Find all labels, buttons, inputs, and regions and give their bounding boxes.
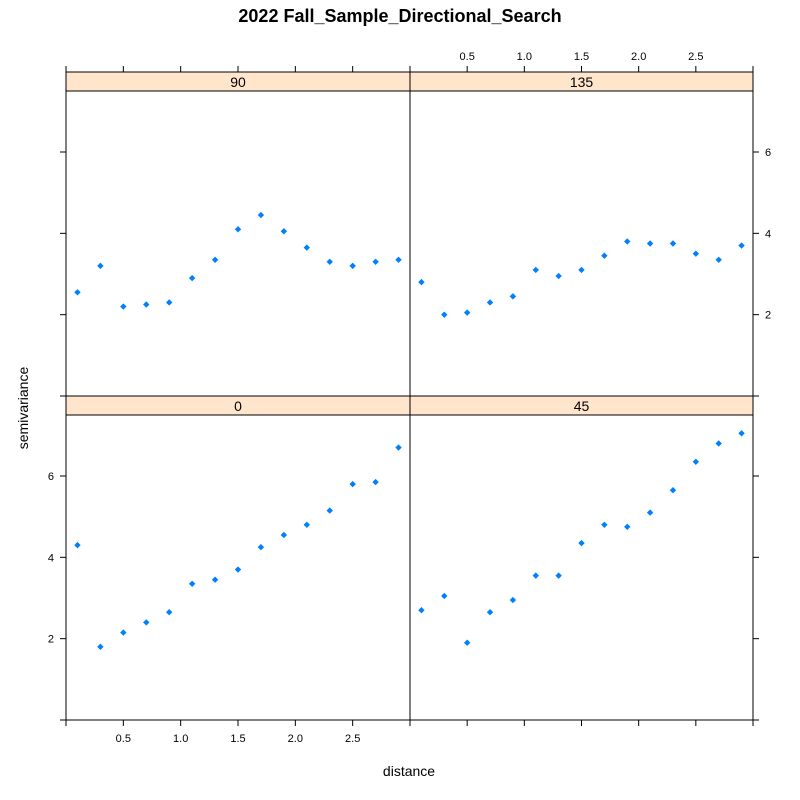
data-point <box>166 609 173 616</box>
data-point <box>326 507 333 514</box>
y-tick-label: 4 <box>765 228 771 240</box>
data-point <box>715 256 722 263</box>
data-point <box>509 293 517 300</box>
data-point <box>624 523 631 531</box>
data-point <box>120 629 127 636</box>
data-point <box>234 566 242 573</box>
x-tick-label: 1.0 <box>173 733 188 745</box>
strip-background <box>66 72 410 91</box>
data-point <box>486 299 494 306</box>
axes: 0.5 1.0 1.5 2.0 2.5 0.5 1.0 1.5 2.0 2.5 2 4 6 2 4 6 <box>48 51 771 745</box>
data-point <box>143 619 150 626</box>
x-axis-title: distance <box>383 763 435 779</box>
data-point <box>692 458 700 465</box>
y-tick-label: 4 <box>48 552 54 564</box>
data-point <box>669 487 677 494</box>
data-point <box>257 211 265 219</box>
data-point <box>578 266 585 274</box>
strip-background <box>410 396 753 415</box>
data-point <box>509 596 517 604</box>
data-point <box>280 531 288 539</box>
data-point <box>646 509 654 516</box>
data-point <box>441 592 448 600</box>
data-point <box>601 252 608 259</box>
data-point <box>441 311 448 318</box>
x-tick-label: 1.5 <box>574 51 589 63</box>
y-tick-label: 6 <box>765 147 771 159</box>
data-point <box>463 639 471 646</box>
data-point <box>715 440 722 447</box>
x-tick-label: 2.5 <box>688 51 703 63</box>
data-point <box>97 262 104 270</box>
data-point <box>349 262 356 270</box>
x-tick-label: 1.0 <box>517 51 532 63</box>
strip-background <box>410 72 753 91</box>
panel-grid: 0 45 90 135 0.5 1.0 1.5 2.0 2.5 0.5 1.0 1.5 2.0 2.5 2 4… <box>48 51 771 745</box>
data-point <box>395 444 402 451</box>
x-tick-label: 2.0 <box>288 733 303 745</box>
data-point <box>669 240 677 247</box>
strip-background <box>66 396 410 415</box>
data-point <box>280 228 288 235</box>
data-point <box>463 309 471 316</box>
x-tick-label: 0.5 <box>116 733 131 745</box>
data-point <box>74 289 81 296</box>
data-point <box>486 609 494 616</box>
data-point <box>555 272 562 280</box>
data-point <box>624 238 631 245</box>
data-point <box>418 607 425 614</box>
panel-90: 90 <box>66 72 410 310</box>
data-point <box>188 274 196 282</box>
data-point <box>326 258 333 265</box>
data-point <box>143 301 150 308</box>
data-point <box>738 242 745 249</box>
strip-label: 90 <box>230 74 246 90</box>
panel-frame <box>65 71 411 397</box>
data-point <box>555 572 562 579</box>
data-point <box>188 580 196 587</box>
data-point <box>372 478 379 486</box>
data-point <box>578 539 585 547</box>
panel-frame <box>409 395 754 721</box>
data-point <box>532 266 539 274</box>
strip-label: 45 <box>574 398 590 414</box>
x-tick-label: 0.5 <box>460 51 475 63</box>
data-point <box>303 521 310 528</box>
data-point <box>120 303 127 310</box>
data-point <box>532 572 539 579</box>
data-point <box>692 250 700 257</box>
chart-title: 2022 Fall_Sample_Directional_Search <box>238 6 561 26</box>
x-tick-label: 2.5 <box>345 733 360 745</box>
data-point <box>646 240 654 247</box>
y-tick-label: 6 <box>48 471 54 483</box>
data-point <box>97 643 104 650</box>
data-point <box>74 541 81 549</box>
data-point <box>601 521 608 528</box>
y-axis-title: semivariance <box>15 367 31 450</box>
y-tick-label: 2 <box>48 634 54 646</box>
data-point <box>257 543 265 551</box>
data-point <box>234 226 242 233</box>
data-point <box>211 256 219 263</box>
data-point <box>395 256 402 263</box>
panel-135: 135 <box>410 72 753 318</box>
data-point <box>303 244 310 251</box>
data-point <box>372 258 379 265</box>
y-tick-label: 2 <box>765 310 771 322</box>
strip-label: 135 <box>570 74 594 90</box>
x-tick-label: 2.0 <box>631 51 646 63</box>
panel-frame <box>65 395 411 721</box>
data-point <box>738 430 745 437</box>
panel-45: 45 <box>410 396 753 646</box>
x-tick-label: 1.5 <box>230 733 245 745</box>
data-point <box>166 299 173 306</box>
data-point <box>349 480 356 488</box>
panel-borders <box>65 71 754 721</box>
data-point <box>211 576 219 583</box>
strip-label: 0 <box>234 398 242 414</box>
data-point <box>418 278 425 286</box>
panel-frame <box>409 71 754 397</box>
panel-0: 0 <box>66 396 410 650</box>
